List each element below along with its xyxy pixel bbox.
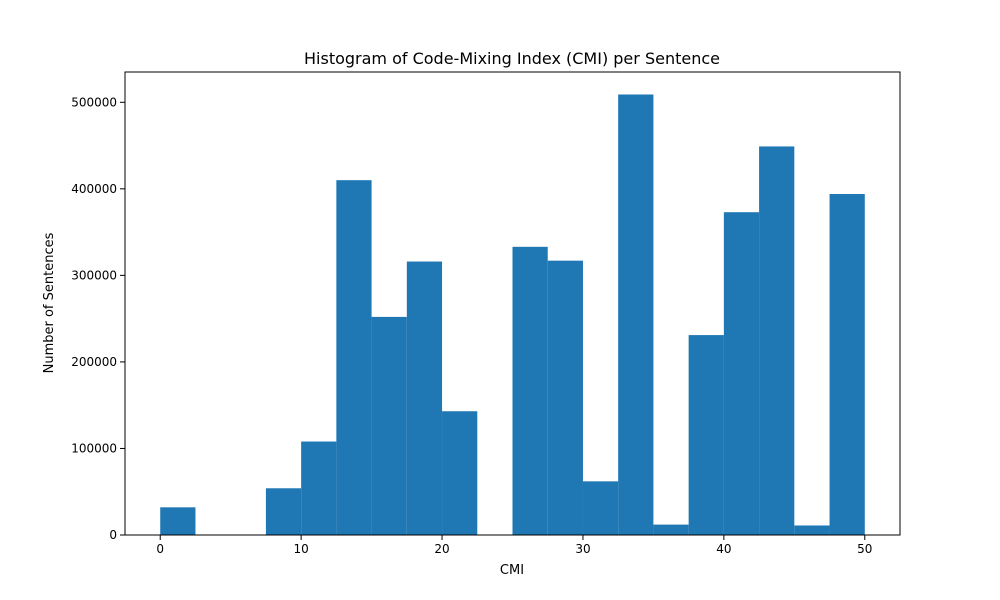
chart-title: Histogram of Code-Mixing Index (CMI) per…: [304, 49, 720, 68]
histogram-bar: [723, 212, 760, 535]
histogram-bar: [265, 488, 302, 535]
histogram-bar: [160, 507, 196, 535]
y-axis-ticks: 0 100000 200000 300000 400000 500000: [71, 95, 125, 542]
histogram-bar: [582, 481, 619, 535]
histogram-bar: [336, 180, 372, 535]
y-tick-label: 300000: [71, 268, 117, 282]
y-axis-label: Number of Sentences: [42, 232, 57, 373]
histogram-bar: [618, 94, 654, 535]
histogram-bar: [829, 194, 865, 535]
x-tick-label: 20: [434, 542, 449, 556]
histogram-bar: [512, 246, 548, 535]
histogram-bar: [794, 525, 830, 535]
y-tick-label: 400000: [71, 182, 117, 196]
x-tick-label: 0: [156, 542, 164, 556]
x-tick-label: 40: [716, 542, 731, 556]
plot-area-frame: [124, 71, 901, 536]
y-tick-label: 500000: [71, 95, 117, 109]
y-tick-label: 0: [109, 528, 117, 542]
y-tick-label: 100000: [71, 441, 117, 455]
histogram-bar: [301, 441, 337, 535]
histogram-bar: [759, 146, 795, 535]
x-tick-label: 50: [857, 542, 872, 556]
x-tick-label: 30: [575, 542, 590, 556]
histogram-bar: [653, 524, 689, 535]
x-tick-label: 10: [293, 542, 308, 556]
x-axis-ticks: 0 10 20 30 40 50: [156, 535, 872, 556]
bars-group: [160, 94, 865, 535]
histogram-bar: [688, 335, 724, 535]
y-tick-label: 200000: [71, 355, 117, 369]
histogram-bar: [442, 411, 478, 535]
histogram-bar: [406, 261, 443, 535]
histogram-bar: [371, 316, 407, 535]
histogram-bar: [547, 260, 583, 535]
x-axis-label: CMI: [500, 563, 524, 578]
